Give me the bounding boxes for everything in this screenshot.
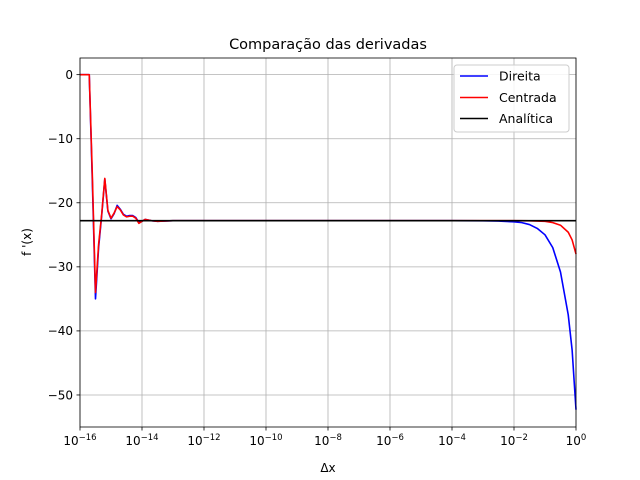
x-tick-label: 10−14 bbox=[125, 433, 158, 448]
y-axis-label: f '(x) bbox=[20, 228, 34, 256]
x-tick-label: 10−12 bbox=[187, 433, 220, 448]
y-tick-label: −10 bbox=[48, 132, 73, 146]
series-layer bbox=[80, 73, 577, 410]
y-tick-label: 0 bbox=[65, 68, 73, 82]
legend-label-analitica: Analítica bbox=[499, 111, 553, 126]
x-tick-label: 10−16 bbox=[63, 433, 96, 448]
x-tick-label: 10−10 bbox=[249, 433, 282, 448]
legend-label-centrada: Centrada bbox=[499, 90, 557, 105]
x-tick-label: 10−8 bbox=[314, 433, 342, 448]
legend-label-direita: Direita bbox=[499, 69, 541, 84]
ticks-layer: 10−16 10−14 10−12 10−10 10−8 10−6 10−4 10−2 100 0… bbox=[48, 68, 587, 448]
legend-box bbox=[453, 64, 570, 133]
legend: Direita Centrada Analítica bbox=[453, 64, 570, 133]
x-tick-label: 100 bbox=[566, 433, 587, 448]
y-tick-label: −20 bbox=[48, 196, 73, 210]
y-tick-label: −40 bbox=[48, 324, 73, 338]
y-tick-label: −50 bbox=[48, 388, 73, 402]
x-tick-label: 10−4 bbox=[438, 433, 466, 448]
chart-title: Comparação das derivadas bbox=[229, 37, 427, 53]
x-tick-label: 10−6 bbox=[376, 433, 404, 448]
x-axis-label: Δx bbox=[320, 461, 335, 475]
y-tick-label: −30 bbox=[48, 260, 73, 274]
x-tick-label: 10−2 bbox=[500, 433, 528, 448]
